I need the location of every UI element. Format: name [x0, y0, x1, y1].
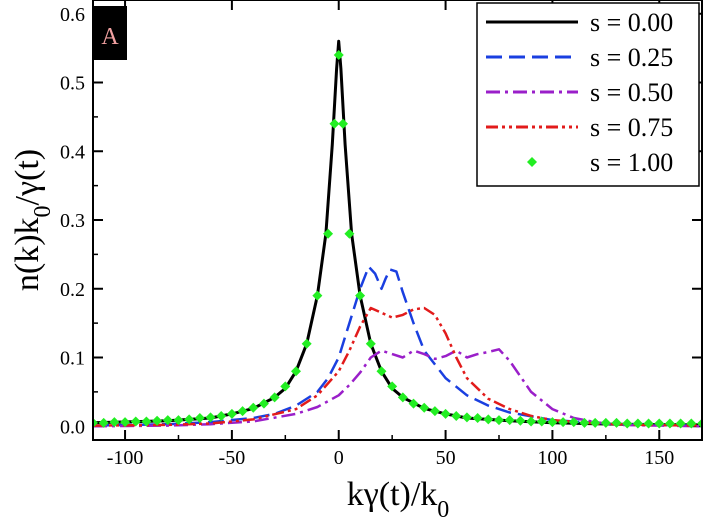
y-tick-label: 0.3 — [60, 210, 85, 232]
legend-item: s = 1.00 — [527, 148, 673, 177]
data-point — [344, 228, 355, 239]
data-point — [515, 415, 526, 426]
legend-label: s = 0.00 — [590, 8, 673, 37]
series-line — [93, 348, 702, 428]
data-point — [194, 413, 205, 423]
y-tick-label: 0.2 — [60, 279, 85, 301]
data-point — [611, 417, 622, 428]
legend-label: s = 0.25 — [590, 43, 673, 72]
data-point — [130, 416, 141, 427]
data-point — [536, 416, 547, 427]
x-tick-label: 0 — [334, 447, 344, 469]
y-tick-label: 0.1 — [60, 348, 85, 370]
y-tick-label: 0.0 — [60, 416, 85, 438]
series-line — [93, 265, 702, 427]
data-point — [590, 417, 601, 428]
data-point — [323, 228, 334, 239]
data-point — [301, 338, 312, 349]
data-point — [226, 408, 237, 419]
data-point — [98, 417, 109, 428]
data-point — [697, 418, 702, 429]
data-point — [440, 408, 451, 419]
data-point — [504, 415, 515, 426]
data-point — [387, 381, 398, 392]
data-point — [419, 402, 430, 413]
legend-label: s = 1.00 — [590, 148, 673, 177]
x-tick-label: 150 — [644, 447, 674, 469]
data-point — [408, 398, 419, 409]
data-point — [686, 418, 697, 429]
legend: s = 0.00 s = 0.25 s = 0.50 s = 0.75 s = 1.00 — [476, 2, 700, 187]
data-point — [664, 418, 675, 429]
data-point — [173, 415, 184, 426]
data-point — [237, 406, 248, 417]
series-line — [93, 306, 702, 427]
legend-marker — [527, 157, 537, 167]
data-point — [558, 417, 569, 428]
data-point — [152, 415, 163, 426]
data-point — [338, 118, 349, 129]
data-point — [162, 415, 173, 426]
data-point — [291, 366, 301, 377]
data-point — [205, 412, 216, 423]
data-point — [451, 410, 462, 421]
legend-label: s = 0.75 — [590, 113, 673, 142]
legend-label: s = 0.50 — [590, 78, 673, 107]
data-point — [483, 414, 494, 425]
data-point — [568, 417, 579, 428]
data-point — [93, 417, 98, 428]
data-point — [579, 417, 590, 428]
series-markers — [93, 50, 702, 429]
data-point — [216, 410, 227, 421]
panel-label-text: A — [101, 24, 119, 50]
data-point — [547, 417, 558, 428]
x-tick-label: -50 — [219, 447, 246, 469]
data-point — [526, 416, 537, 427]
data-point — [258, 398, 269, 409]
data-point — [600, 417, 611, 428]
data-point — [675, 418, 686, 429]
data-point — [654, 418, 665, 429]
data-point — [120, 417, 131, 428]
data-point — [312, 290, 323, 301]
x-axis-title: kγ(t)/k0 — [347, 476, 450, 523]
data-point — [333, 50, 344, 60]
panel-label: A — [93, 6, 127, 60]
x-tick-label: 50 — [436, 447, 456, 469]
data-point — [472, 413, 483, 423]
legend-box — [476, 2, 700, 187]
data-point — [429, 406, 440, 417]
legend-item: s = 0.50 — [486, 78, 673, 107]
data-point — [494, 415, 504, 426]
data-point — [329, 118, 340, 129]
plot-frame — [92, 0, 703, 441]
legend-item: s = 0.25 — [486, 43, 673, 72]
panel-label-box — [93, 6, 127, 60]
data-point — [248, 402, 259, 413]
tick-labels: -100 -50 0 50 100 150 0.0 0.1 0.2 0.3 0.4 0.5 0.6 — [60, 4, 674, 469]
y-tick-label: 0.4 — [60, 141, 85, 163]
series-layer — [93, 39, 702, 429]
data-point — [643, 418, 654, 429]
data-point — [280, 381, 291, 392]
x-tick-label: 100 — [537, 447, 567, 469]
x-tick-label: -100 — [107, 447, 144, 469]
y-tick-label: 0.5 — [60, 73, 85, 95]
data-point — [632, 418, 643, 429]
data-point — [365, 338, 376, 349]
data-point — [622, 418, 633, 429]
y-tick-label: 0.6 — [60, 4, 85, 26]
data-point — [184, 414, 195, 425]
data-point — [355, 290, 366, 301]
data-point — [461, 412, 472, 423]
legend-item: s = 0.75 — [486, 113, 673, 142]
legend-item: s = 0.00 — [486, 8, 673, 37]
y-axis-title: n(k)k0/γ(t) — [9, 149, 56, 291]
data-point — [376, 366, 387, 377]
data-point — [109, 417, 120, 428]
data-point — [141, 416, 152, 427]
data-point — [397, 392, 408, 403]
data-point — [269, 392, 280, 403]
